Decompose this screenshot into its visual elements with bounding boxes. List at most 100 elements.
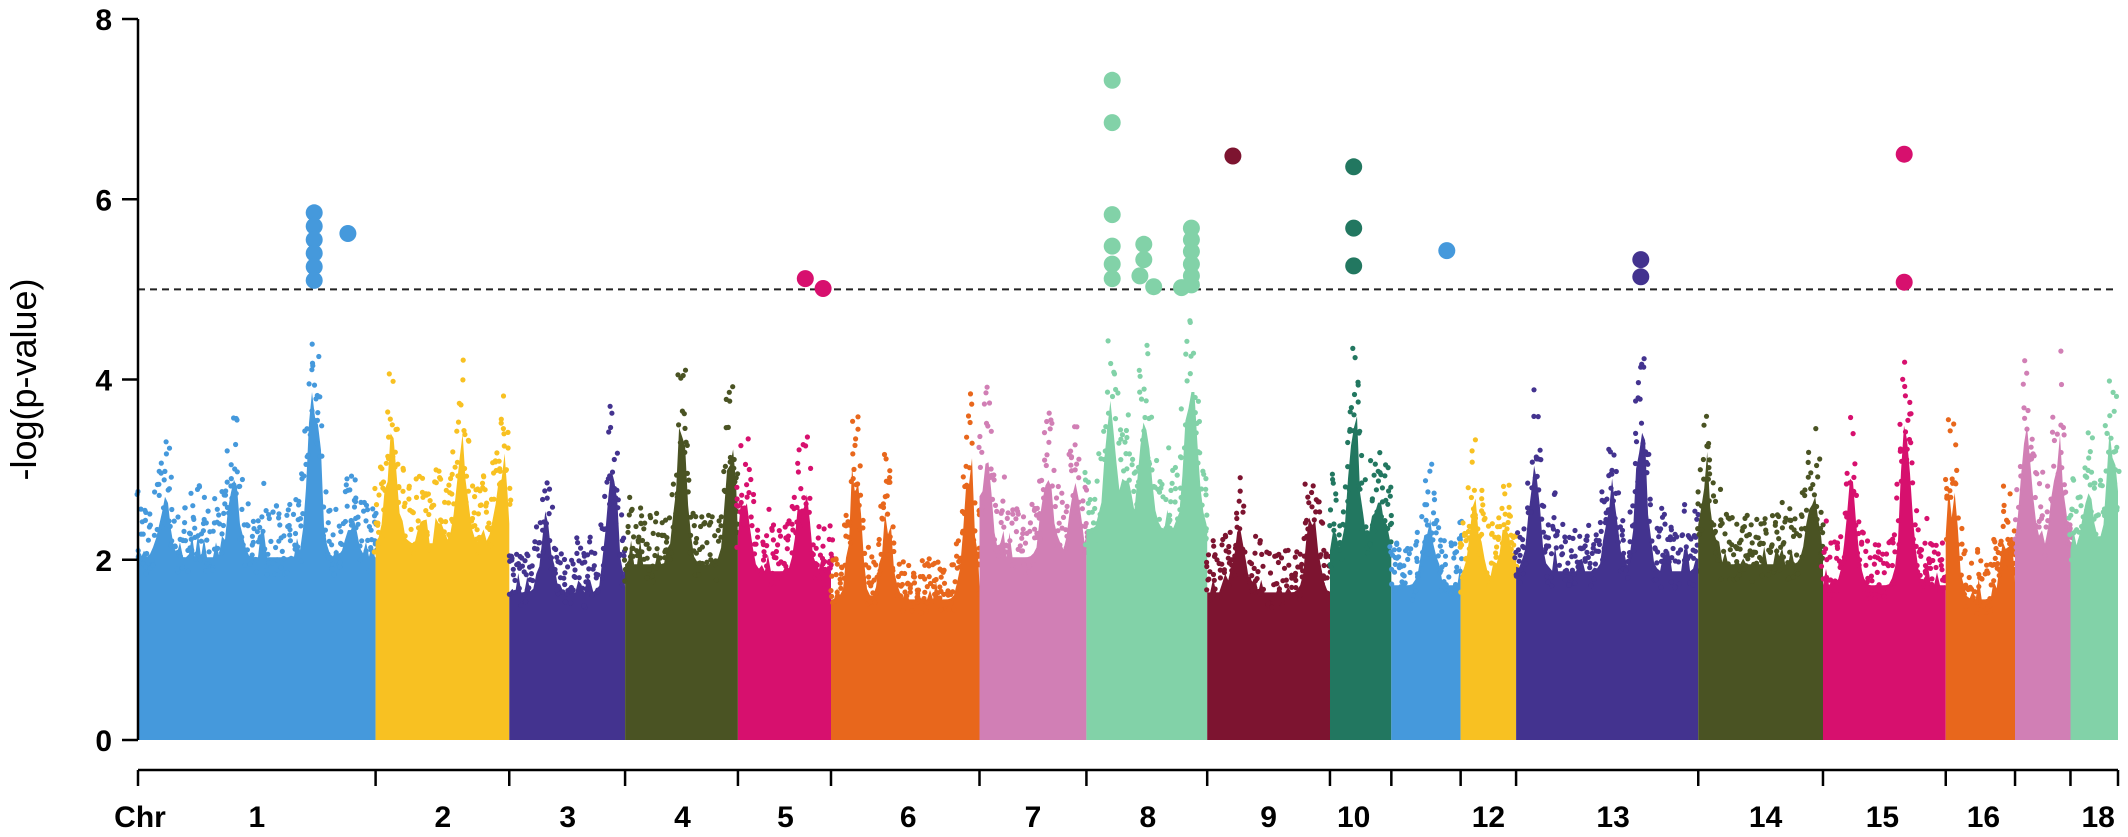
snp-point	[1037, 510, 1043, 517]
snp-point	[761, 549, 767, 555]
snp-point	[1978, 558, 1984, 564]
snp-point	[1992, 555, 1998, 562]
snp-point	[239, 534, 245, 540]
snp-point	[807, 495, 813, 501]
snp-point	[1493, 554, 1499, 560]
snp-point	[776, 561, 782, 567]
snp-point	[1568, 548, 1574, 554]
snp-point	[1694, 516, 1700, 522]
snp-point	[1083, 520, 1089, 527]
snp-point	[1348, 405, 1354, 411]
snp-point	[1068, 462, 1074, 468]
snp-point	[1830, 583, 1836, 589]
snp-point	[967, 391, 974, 397]
snp-point	[2019, 494, 2025, 500]
snp-point	[222, 501, 228, 507]
snp-point	[494, 450, 500, 456]
snp-point	[2091, 485, 2097, 491]
snp-point	[546, 510, 552, 517]
snp-point	[1034, 505, 1040, 511]
snp-point	[924, 600, 930, 606]
snp-point	[1753, 549, 1759, 556]
snp-point	[1188, 412, 1194, 418]
snp-point	[1480, 502, 1486, 508]
snp-point	[1292, 594, 1298, 600]
snp-point	[1617, 524, 1623, 530]
snp-point	[797, 526, 804, 532]
snp-point	[1553, 545, 1559, 551]
snp-point	[906, 562, 912, 569]
snp-point	[301, 473, 307, 479]
snp-point	[1683, 560, 1690, 566]
snp-point	[1856, 562, 1862, 568]
snp-point	[1654, 560, 1660, 566]
snp-point	[646, 567, 652, 574]
snp-point	[219, 550, 225, 556]
snp-point	[1129, 507, 1135, 513]
snp-point	[693, 550, 700, 556]
snp-point	[583, 579, 589, 585]
significant-snp-point	[305, 271, 323, 289]
snp-point	[1563, 567, 1570, 573]
snp-point	[608, 424, 614, 431]
snp-point	[606, 429, 612, 435]
snp-point	[1767, 549, 1773, 555]
snp-point	[585, 573, 591, 579]
snp-point	[1777, 567, 1783, 573]
snp-point	[1330, 476, 1336, 483]
snp-point	[462, 431, 468, 438]
snp-point	[979, 449, 985, 455]
snp-point	[182, 505, 188, 511]
snp-point	[1460, 520, 1466, 526]
snp-point	[1442, 561, 1448, 568]
snp-point	[1316, 499, 1322, 505]
snp-point	[1850, 431, 1856, 437]
snp-point	[1070, 493, 1076, 499]
snp-point	[1593, 532, 1599, 538]
snp-point	[1704, 443, 1710, 449]
snp-point	[856, 502, 862, 508]
snp-point	[2082, 473, 2088, 479]
snp-point	[1040, 487, 1046, 493]
snp-point	[1088, 542, 1094, 549]
snp-point	[1615, 490, 1622, 496]
snp-point	[339, 541, 345, 548]
snp-point	[1327, 507, 1334, 513]
snp-point	[827, 523, 833, 529]
chromosome-10-points	[1327, 345, 1395, 740]
snp-point	[704, 540, 710, 546]
chromosome-label-4: 4	[674, 801, 691, 834]
snp-point	[1430, 537, 1436, 543]
snp-point	[1292, 570, 1299, 577]
snp-point	[1026, 563, 1032, 569]
snp-point	[1661, 511, 1667, 517]
snp-point	[950, 562, 957, 568]
snp-point	[639, 513, 645, 519]
snp-point	[1621, 550, 1627, 556]
snp-point	[260, 528, 266, 534]
snp-point	[481, 474, 487, 480]
snp-point	[1187, 371, 1193, 377]
snp-point	[887, 534, 893, 540]
snp-point	[389, 422, 395, 428]
snp-point	[1630, 503, 1636, 509]
snp-point	[561, 556, 568, 563]
snp-point	[751, 551, 758, 557]
snp-point	[1591, 576, 1597, 583]
snp-point	[867, 599, 874, 605]
snp-point	[607, 403, 613, 409]
snp-point	[1885, 563, 1891, 569]
snp-point	[1749, 578, 1755, 584]
snp-point	[1414, 558, 1420, 565]
snp-point	[1915, 527, 1921, 533]
snp-point	[1918, 547, 1925, 553]
snp-point	[1957, 555, 1964, 561]
snp-point	[1049, 483, 1055, 489]
snp-point	[877, 568, 883, 574]
snp-point	[2050, 414, 2056, 420]
snp-point	[1881, 570, 1887, 576]
snp-point	[764, 563, 770, 569]
snp-point	[1378, 514, 1384, 520]
snp-point	[1959, 525, 1965, 532]
snp-point	[1219, 561, 1225, 567]
